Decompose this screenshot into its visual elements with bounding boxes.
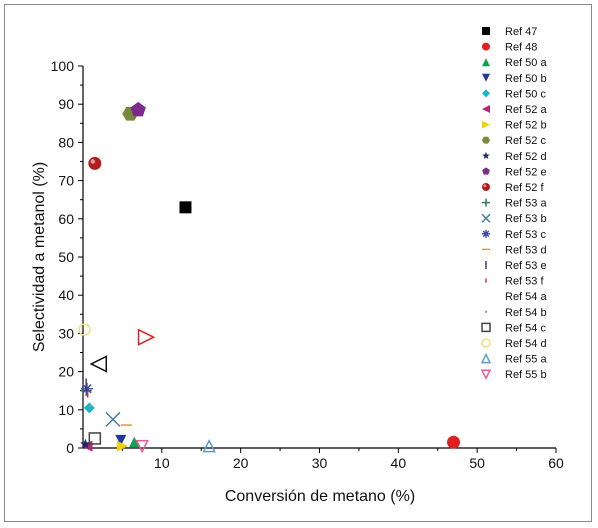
x-tick-label: 60	[548, 455, 564, 471]
legend-marker	[482, 27, 490, 35]
data-point	[88, 432, 102, 445]
data-point	[137, 328, 156, 346]
y-tick-label: 90	[58, 96, 74, 112]
legend-marker	[480, 352, 492, 364]
y-tick-label: 80	[58, 134, 74, 150]
data-point	[78, 323, 91, 336]
legend-marker	[482, 105, 490, 113]
data-points	[78, 101, 461, 454]
x-tick-label: 30	[312, 455, 328, 471]
legend-label: Ref 55 b	[505, 369, 547, 381]
legend-label: Ref 48	[505, 42, 537, 54]
data-point	[202, 438, 216, 453]
legend-marker	[482, 89, 490, 98]
legend-label: Ref 53 a	[505, 198, 547, 210]
legend-label: Ref 54 d	[505, 338, 547, 350]
legend-marker	[484, 310, 488, 313]
data-point	[80, 382, 93, 395]
legend-label: Ref 52 f	[505, 182, 544, 194]
chart-frame	[4, 4, 592, 522]
legend-label: Ref 52 a	[505, 104, 547, 116]
data-point	[135, 439, 149, 454]
data-point	[179, 201, 192, 214]
y-tick-label: 50	[58, 249, 74, 265]
legend-marker	[482, 229, 490, 238]
legend-label: Ref 53 e	[505, 260, 547, 272]
legend-label: Ref 55 a	[505, 354, 547, 366]
legend: Ref 47 Ref 48 Ref 50 a Ref 50 b Ref 50 c Ref …	[480, 26, 547, 381]
legend-label: Ref 53 b	[505, 213, 547, 225]
x-axis-label: Conversión de metano (%)	[225, 488, 415, 505]
legend-marker	[482, 136, 490, 144]
legend-label: Ref 50 b	[505, 73, 547, 85]
legend-label: Ref 53 d	[505, 244, 547, 256]
data-point	[89, 355, 108, 373]
y-tick-label: 40	[58, 287, 74, 303]
legend-label: Ref 53 c	[505, 229, 546, 241]
data-point	[83, 402, 95, 414]
y-tick-label: 100	[51, 58, 75, 74]
y-tick-label: 30	[58, 325, 74, 341]
data-point	[115, 434, 127, 446]
y-axis-label: Selectividad a metanol (%)	[31, 162, 48, 352]
legend-label: Ref 53 f	[505, 276, 544, 288]
y-tick-label: 20	[58, 364, 74, 380]
legend-label: Ref 50 a	[505, 57, 547, 69]
tick-labels: 10 20 30 40 50 60 0 10 20 30 40 50 60 70 80 90 100	[51, 58, 564, 471]
y-tick-label: 0	[66, 440, 74, 456]
data-point	[130, 101, 146, 117]
legend-label: Ref 54 b	[505, 307, 547, 319]
legend-marker	[480, 369, 492, 380]
legend-marker	[482, 151, 490, 160]
legend-marker	[482, 120, 490, 129]
y-tick-label: 60	[58, 211, 74, 227]
data-point	[128, 436, 140, 448]
legend-marker	[482, 73, 490, 82]
legend-label: Ref 52 b	[505, 120, 547, 132]
y-tick-label: 10	[58, 402, 74, 418]
legend-marker	[482, 198, 490, 207]
legend-marker	[481, 322, 491, 333]
x-tick-label: 20	[233, 455, 249, 471]
y-tick-label: 70	[58, 173, 74, 189]
data-point	[80, 438, 91, 449]
legend-label: Ref 50 c	[505, 88, 546, 100]
x-tick-label: 40	[391, 455, 407, 471]
data-point	[116, 440, 128, 452]
legend-label: Ref 47	[505, 26, 537, 38]
x-tick-label: 50	[469, 455, 485, 471]
data-point	[89, 404, 93, 408]
legend-label: Ref 52 d	[505, 151, 547, 163]
legend-label: Ref 54 c	[505, 322, 546, 334]
legend-marker	[481, 338, 491, 348]
legend-label: Ref 52 c	[505, 135, 546, 147]
legend-marker	[482, 42, 490, 51]
x-tick-label: 10	[154, 455, 170, 471]
legend-marker	[482, 183, 490, 191]
legend-marker	[482, 58, 490, 67]
legend-label: Ref 52 e	[505, 166, 547, 178]
data-point	[105, 411, 121, 427]
data-point	[447, 435, 461, 449]
legend-label: Ref 54 a	[505, 291, 547, 303]
legend-marker	[482, 167, 490, 175]
data-point	[88, 156, 102, 170]
legend-marker	[481, 213, 491, 223]
